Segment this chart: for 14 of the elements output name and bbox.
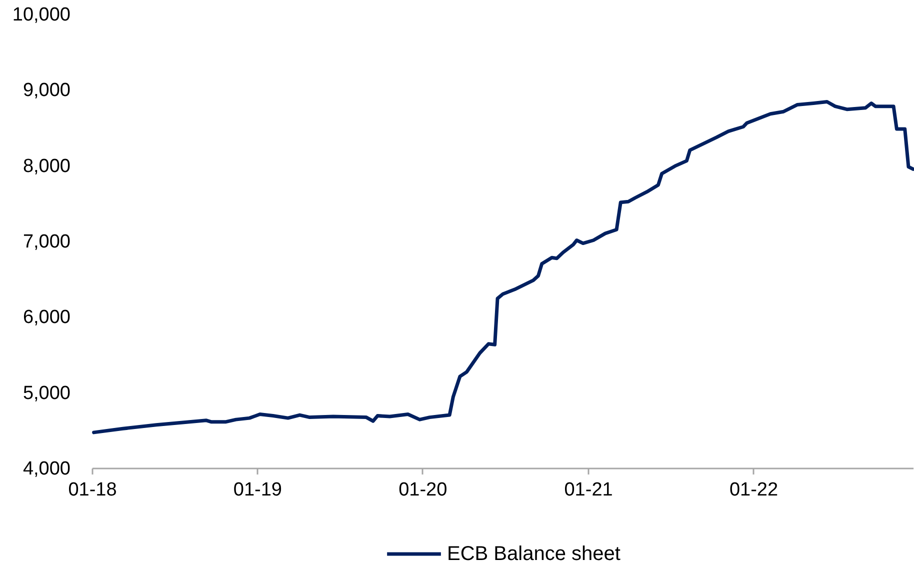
x-tick-label: 01-18 [68, 480, 117, 500]
legend-label: ECB Balance sheet [447, 543, 621, 564]
line-series [92, 100, 914, 434]
y-tick-label: 10,000 [12, 4, 70, 26]
y-tick-label: 9,000 [22, 80, 70, 102]
y-tick-label: 5,000 [22, 382, 70, 404]
y-tick-label: 7,000 [22, 232, 70, 252]
x-tick-label: 01-19 [233, 480, 282, 500]
x-tick-label: 01-20 [398, 480, 448, 500]
x-tick-label: 01-21 [564, 480, 613, 500]
y-tick-label: 8,000 [22, 156, 70, 177]
y-tick-label: 6,000 [22, 307, 70, 328]
y-tick-label: 4,000 [22, 458, 70, 480]
x-tick-label: 01-22 [729, 480, 778, 500]
